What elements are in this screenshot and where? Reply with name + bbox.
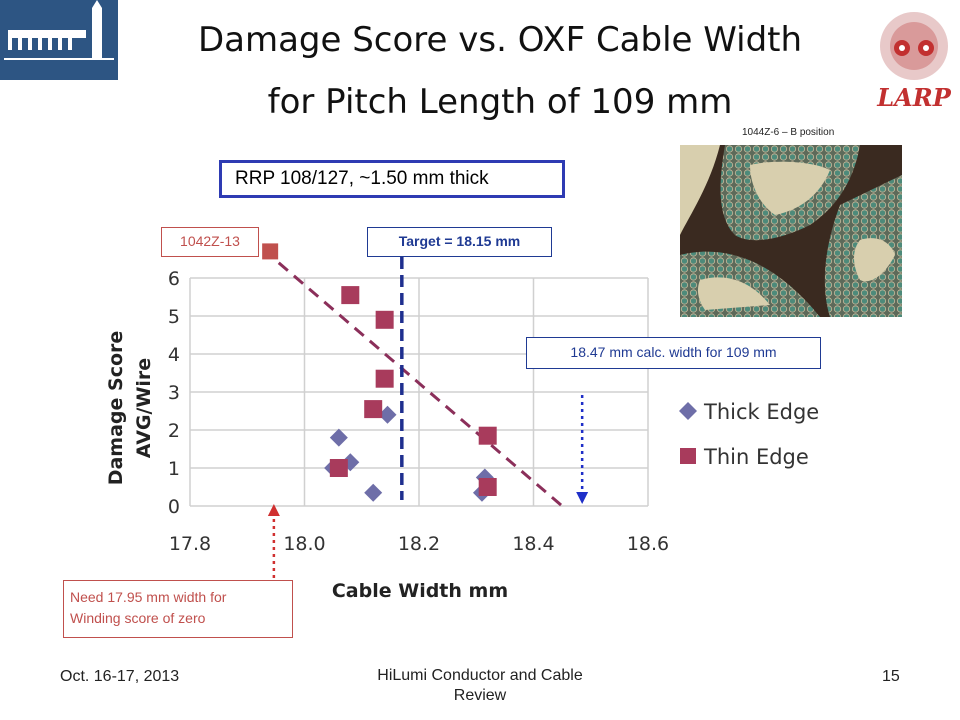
y-tick-label: 6 <box>168 268 180 290</box>
larp-logo: LARP <box>872 8 956 112</box>
sample-label-box: 1042Z-13 <box>161 227 259 257</box>
thin-edge-point <box>341 286 360 305</box>
y-axis-ticks: 0 1 2 3 4 5 6 <box>168 268 180 518</box>
larp-logo-text: LARP <box>876 83 951 112</box>
need-width-arrow-head <box>267 504 280 516</box>
y-tick-label: 5 <box>168 306 180 328</box>
thin-edge-point <box>375 310 394 329</box>
trend-line <box>277 261 564 508</box>
y-tick-label: 2 <box>168 420 180 442</box>
slide-title-line2: for Pitch Length of 109 mm <box>267 82 733 122</box>
footer-center-line1: HiLumi Conductor and Cable <box>377 667 583 684</box>
thin-edge-point <box>478 426 497 445</box>
micrograph-caption: 1044Z-6 – B position <box>742 127 835 138</box>
chart-legend: Thick Edge Thin Edge <box>679 400 819 469</box>
thin-edge-point <box>478 478 497 496</box>
sample-point-marker <box>262 243 279 260</box>
thick-edge-point <box>364 483 383 502</box>
slide-title-line1: Damage Score vs. OXF Cable Width <box>197 20 803 60</box>
y-axis-title-line2: AVG/Wire <box>133 358 155 458</box>
footer-center-line2: Review <box>453 687 507 704</box>
calc-width-arrow-head <box>576 492 589 504</box>
legend-thin-edge-label: Thin Edge <box>703 445 809 469</box>
footer-center-text: HiLumi Conductor and Cable Review <box>330 666 630 706</box>
x-tick-label: 18.4 <box>512 533 554 555</box>
x-axis-ticks: 17.8 18.0 18.2 18.4 18.6 <box>169 533 669 555</box>
x-tick-label: 18.2 <box>398 533 440 555</box>
cable-micrograph-image <box>680 145 902 317</box>
need-width-annotation-box: Need 17.95 mm width for Winding score of… <box>63 580 293 638</box>
chart-markers <box>262 243 497 502</box>
need-width-line1: Need 17.95 mm width for <box>70 589 227 605</box>
thin-edge-point <box>364 400 383 419</box>
x-tick-label: 18.0 <box>283 533 325 555</box>
calc-width-annotation-box: 18.47 mm calc. width for 109 mm <box>526 337 821 369</box>
thin-edge-point <box>329 459 348 477</box>
thin-edge-point <box>375 369 394 388</box>
footer-date: Oct. 16-17, 2013 <box>60 668 180 685</box>
y-tick-label: 3 <box>168 382 180 404</box>
legend-thin-edge-marker <box>680 448 696 464</box>
thick-edge-point <box>329 428 348 447</box>
legend-thick-edge-marker <box>679 402 697 420</box>
legend-thick-edge-label: Thick Edge <box>703 400 819 424</box>
footer-page-number: 15 <box>882 668 900 685</box>
berkeley-lab-logo <box>0 0 118 80</box>
trend-line-group <box>267 257 589 578</box>
x-tick-label: 18.6 <box>627 533 669 555</box>
x-axis-title: Cable Width mm <box>332 580 508 602</box>
chart-grid <box>189 277 649 507</box>
target-annotation-box: Target = 18.15 mm <box>367 227 552 257</box>
y-tick-label: 0 <box>168 496 180 518</box>
thick-edge-point <box>378 405 397 424</box>
y-axis-title-line1: Damage Score <box>105 331 127 486</box>
rrp-annotation-box: RRP 108/127, ~1.50 mm thick <box>219 160 565 198</box>
x-tick-label: 17.8 <box>169 533 211 555</box>
y-tick-label: 4 <box>168 344 180 366</box>
need-width-line2: Winding score of zero <box>70 610 206 626</box>
y-tick-label: 1 <box>168 458 180 480</box>
